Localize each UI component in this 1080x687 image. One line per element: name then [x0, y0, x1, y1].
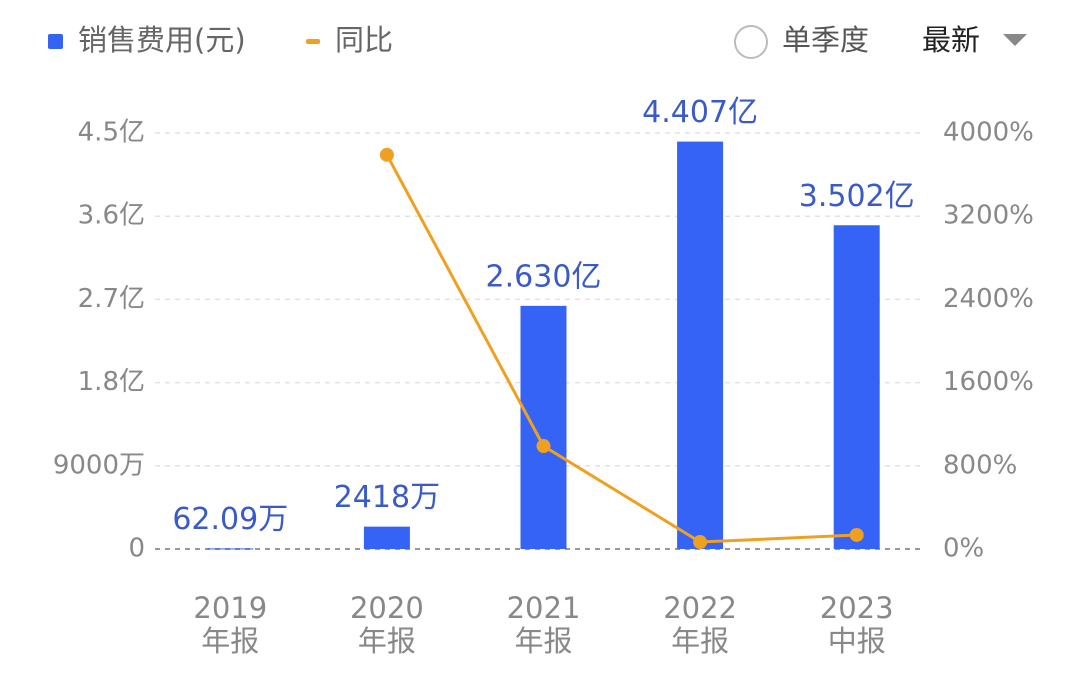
y-tick-label: 9000万	[53, 450, 145, 480]
x-tick-label: 2019	[193, 591, 267, 625]
point	[849, 527, 864, 542]
bar	[363, 526, 410, 549]
y2-tick-label: 3200%	[943, 201, 1034, 231]
bar	[677, 141, 724, 549]
y2-tick-label: 2400%	[943, 284, 1034, 314]
line	[385, 154, 857, 544]
x-tick-label: 2023	[820, 591, 894, 625]
point	[379, 147, 394, 162]
sort-dropdown[interactable]: 最新	[922, 23, 1027, 57]
radio-label[interactable]: 单季度	[782, 23, 869, 57]
point	[693, 535, 708, 550]
value-label: 3.502亿	[799, 179, 915, 214]
y-tick-label: 3.6亿	[78, 201, 145, 231]
y2-tick-label: 0%	[943, 534, 984, 564]
radio[interactable]	[734, 25, 768, 59]
legend-label: 销售费用(元)	[78, 23, 246, 57]
y-tick-label: 2.7亿	[78, 284, 145, 314]
dropdown-arrow[interactable]	[1003, 34, 1027, 46]
x-tick-label: 年报	[514, 624, 572, 658]
period-toggle[interactable]: 单季度	[734, 23, 869, 59]
dropdown-label[interactable]: 最新	[922, 23, 980, 57]
y-tick-label: 4.5亿	[78, 118, 145, 148]
legend-swatch	[48, 34, 63, 49]
legend-label: 同比	[335, 23, 393, 57]
x-tick-label: 2022	[663, 591, 737, 625]
legend-swatch	[306, 39, 320, 44]
y-tick-label: 1.8亿	[78, 367, 145, 397]
value-label: 2.630亿	[486, 259, 602, 294]
value-label: 2418万	[334, 480, 440, 515]
point	[536, 439, 551, 454]
x-tick-label: 中报	[828, 624, 886, 658]
x-tick-label: 年报	[358, 624, 416, 658]
y2-tick-label: 800%	[943, 450, 1017, 480]
bar	[520, 305, 567, 549]
x-tick-label: 年报	[671, 624, 729, 658]
x-tick-label: 2020	[350, 591, 424, 625]
y2-tick-label: 4000%	[943, 118, 1034, 148]
value-label: 62.09万	[172, 502, 288, 537]
value-label: 4.407亿	[642, 95, 758, 130]
bar	[833, 225, 880, 549]
x-tick-label: 年报	[201, 624, 259, 658]
y-tick-label: 0	[128, 534, 145, 564]
y2-tick-label: 1600%	[943, 367, 1034, 397]
x-tick-label: 2021	[507, 591, 581, 625]
bar	[207, 548, 254, 550]
